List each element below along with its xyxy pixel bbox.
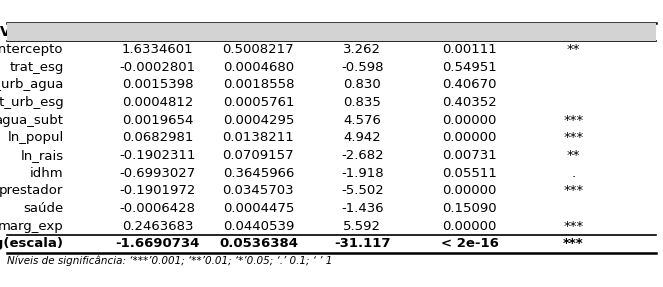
Text: 0.00000: 0.00000 (442, 184, 497, 197)
Text: agua_subt: agua_subt (0, 114, 64, 127)
Text: Variável: Variável (0, 25, 64, 39)
Text: 0.00111: 0.00111 (442, 43, 497, 56)
Text: 0.3645966: 0.3645966 (223, 166, 294, 180)
Text: 0.0004680: 0.0004680 (223, 61, 294, 73)
Text: idhm: idhm (30, 166, 64, 180)
Text: ***: *** (564, 131, 583, 144)
Text: ln_popul: ln_popul (7, 131, 64, 144)
Text: -0.1901972: -0.1901972 (119, 184, 196, 197)
Text: 4.942: 4.942 (343, 131, 381, 144)
Text: 0.00000: 0.00000 (442, 131, 497, 144)
Text: -0.0002801: -0.0002801 (119, 61, 196, 73)
Text: 4.576: 4.576 (343, 114, 381, 127)
Text: 0.0018558: 0.0018558 (223, 78, 294, 91)
Text: ***: *** (564, 220, 583, 232)
Text: 0.830: 0.830 (343, 78, 381, 91)
Text: 0.0015398: 0.0015398 (122, 78, 194, 91)
Text: saúde: saúde (23, 202, 64, 215)
Text: ln_rais: ln_rais (21, 149, 64, 162)
Text: 0.0004475: 0.0004475 (223, 202, 294, 215)
Text: trat_esg: trat_esg (9, 61, 64, 73)
Text: 0.835: 0.835 (343, 96, 381, 109)
Text: 0.00731: 0.00731 (442, 149, 497, 162)
Text: 0.2463683: 0.2463683 (122, 220, 194, 232)
Text: prestador: prestador (0, 184, 64, 197)
Text: 0.40352: 0.40352 (442, 96, 497, 109)
Text: 0.0004812: 0.0004812 (122, 96, 194, 109)
Text: intercepto: intercepto (0, 43, 64, 56)
Text: 0.0709157: 0.0709157 (223, 149, 294, 162)
Text: **: ** (567, 43, 580, 56)
Text: 0.15090: 0.15090 (442, 202, 497, 215)
Text: 0.5008217: 0.5008217 (223, 43, 294, 56)
Text: 0.54951: 0.54951 (442, 61, 497, 73)
Text: Estatística z: Estatística z (315, 25, 410, 39)
Text: 0.40670: 0.40670 (442, 78, 497, 91)
Text: -0.6993027: -0.6993027 (119, 166, 196, 180)
Text: -31.117: -31.117 (334, 237, 391, 250)
Text: ***: *** (564, 184, 583, 197)
Text: -0.598: -0.598 (341, 61, 384, 73)
Text: -0.0006428: -0.0006428 (120, 202, 196, 215)
Text: 0.05511: 0.05511 (442, 166, 497, 180)
Text: log(escala): log(escala) (0, 237, 64, 250)
Text: at_urb_esg: at_urb_esg (0, 96, 64, 109)
Text: 1.6334601: 1.6334601 (122, 43, 194, 56)
Text: 0.0682981: 0.0682981 (122, 131, 194, 144)
Text: Significância: Significância (524, 25, 623, 39)
Text: 0.0019654: 0.0019654 (122, 114, 194, 127)
Text: **: ** (567, 149, 580, 162)
Text: 0.0138211: 0.0138211 (223, 131, 294, 144)
Text: Coeficiente: Coeficiente (113, 25, 202, 39)
Text: Níveis de significância: ‘***’0.001; ‘**’0.01; ‘*’0.05; ‘.’ 0.1; ‘ ’ 1: Níveis de significância: ‘***’0.001; ‘**… (7, 255, 332, 266)
Text: .: . (572, 166, 575, 180)
Text: Erro padrão: Erro padrão (212, 25, 305, 39)
Text: 0.0536384: 0.0536384 (219, 237, 298, 250)
Text: ***: *** (563, 237, 584, 250)
Text: 0.00000: 0.00000 (442, 220, 497, 232)
Text: -0.1902311: -0.1902311 (119, 149, 196, 162)
Text: 0.0345703: 0.0345703 (223, 184, 294, 197)
Text: 0.00000: 0.00000 (442, 114, 497, 127)
Text: -1.436: -1.436 (341, 202, 384, 215)
Text: < 2e-16: < 2e-16 (441, 237, 499, 250)
Text: -1.6690734: -1.6690734 (115, 237, 200, 250)
Text: ***: *** (564, 114, 583, 127)
Text: marg_exp: marg_exp (0, 220, 64, 232)
Text: 0.0004295: 0.0004295 (223, 114, 294, 127)
Text: 0.0005761: 0.0005761 (223, 96, 294, 109)
Text: -5.502: -5.502 (341, 184, 384, 197)
Text: 5.592: 5.592 (343, 220, 381, 232)
Text: 3.262: 3.262 (343, 43, 381, 56)
Text: -1.918: -1.918 (341, 166, 384, 180)
Text: -2.682: -2.682 (341, 149, 384, 162)
Text: at_urb_agua: at_urb_agua (0, 78, 64, 91)
Text: Probabilidade: Probabilidade (415, 25, 524, 39)
Text: 0.0440539: 0.0440539 (223, 220, 294, 232)
